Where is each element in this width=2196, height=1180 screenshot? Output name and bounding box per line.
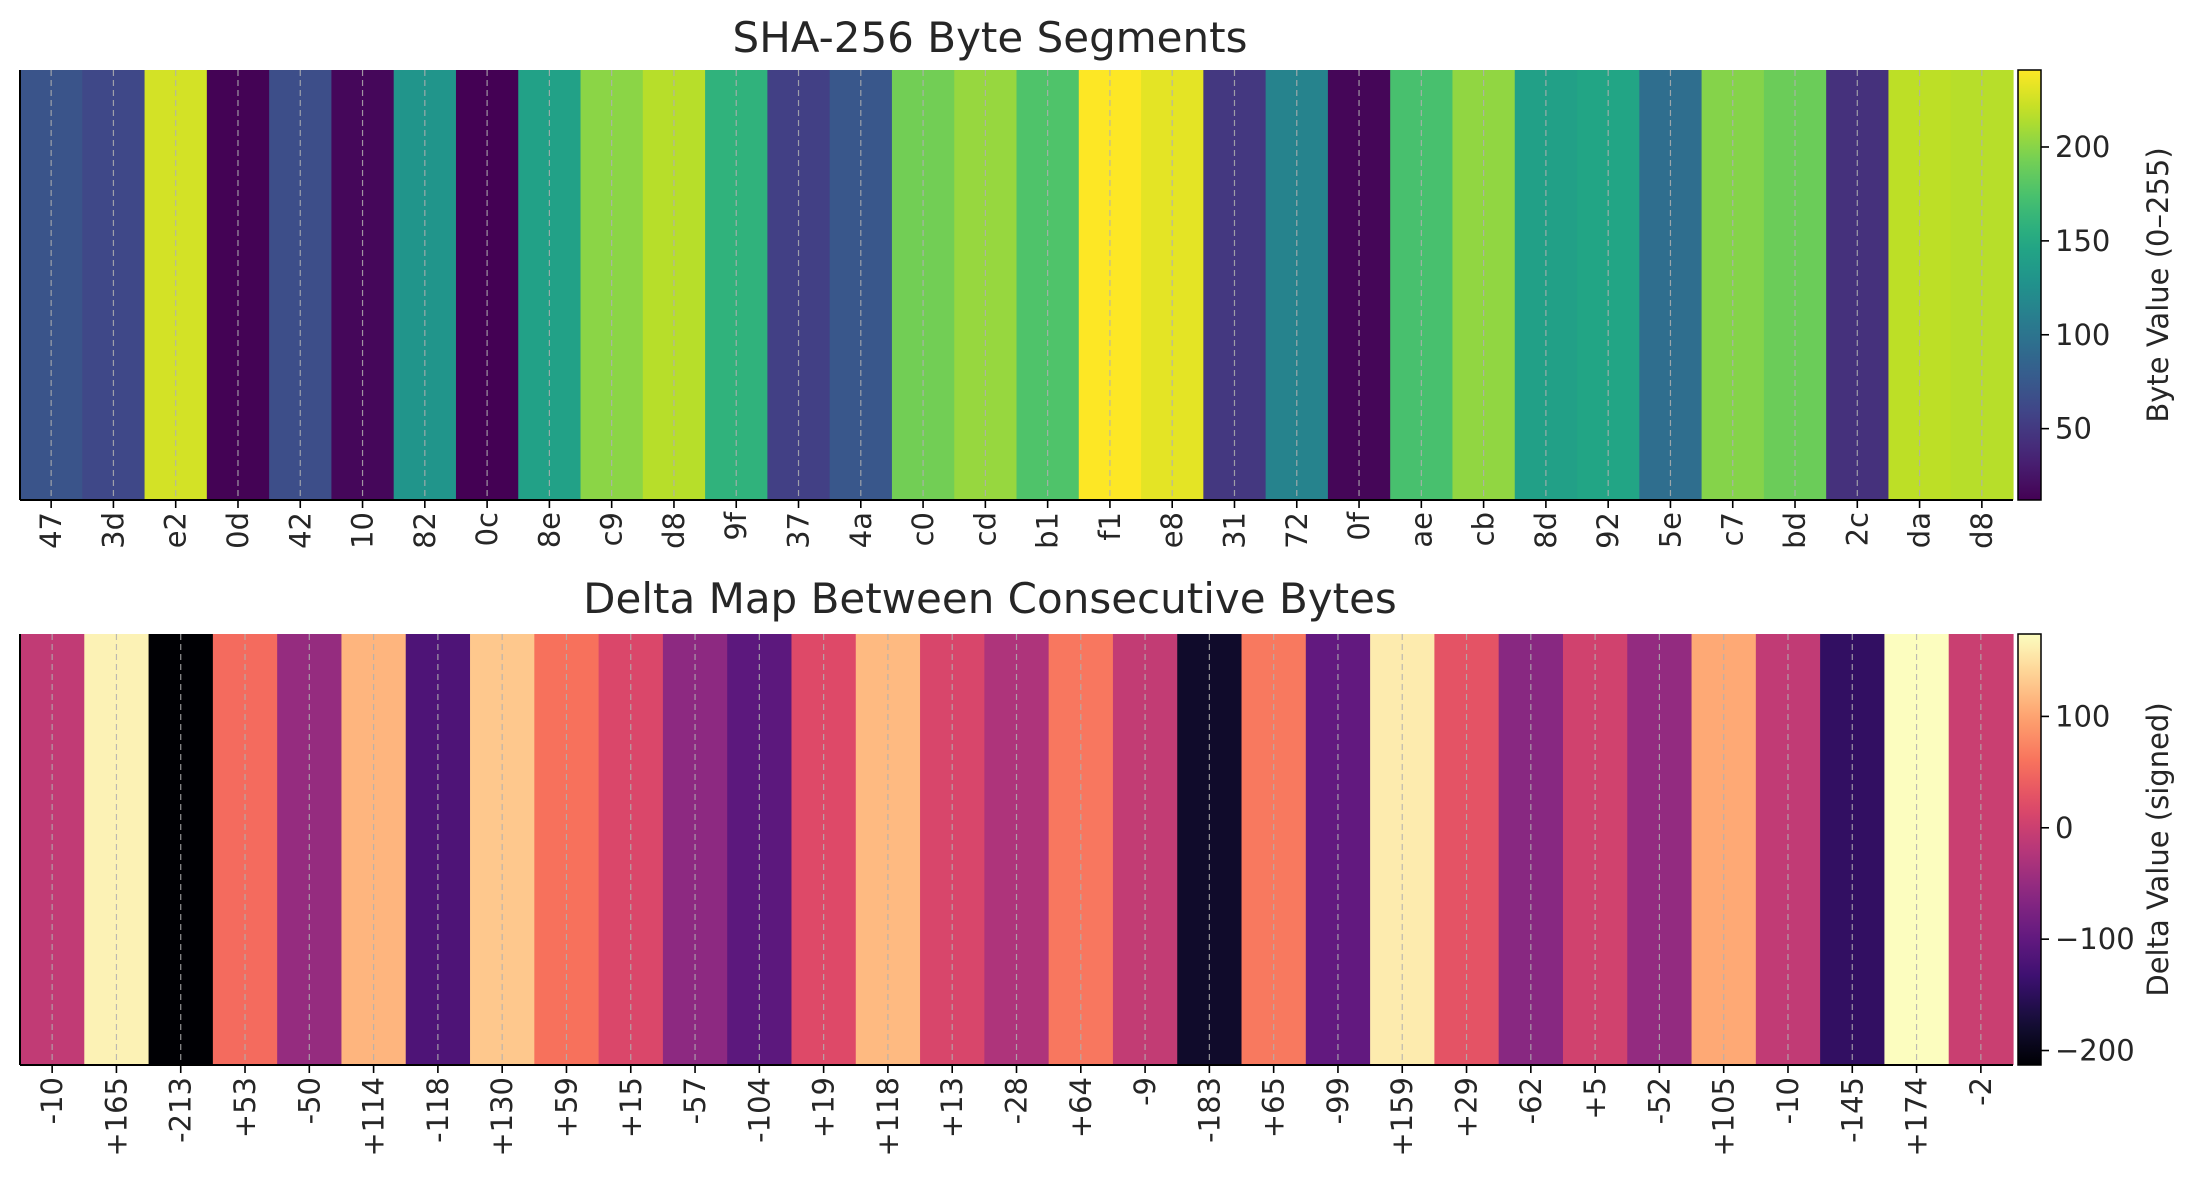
delta-colorbar: 100 0 −100 −200 Delta Value (signed) — [2017, 633, 2175, 1068]
x-tick-label: c0 — [906, 512, 940, 546]
x-tick-label: bd — [1778, 512, 1812, 549]
x-tick-label: 92 — [1591, 512, 1625, 549]
x-tick-label: 47 — [34, 512, 68, 549]
byte-colorbar: 50 100 150 200 Byte Value (0–255) — [2017, 69, 2175, 501]
x-tick-label: +15 — [614, 1077, 648, 1138]
x-tick-label: 8e — [532, 512, 566, 548]
x-tick-label: +59 — [549, 1077, 583, 1138]
x-tick-label: c7 — [1716, 512, 1750, 546]
byte-x-ticks: 47 3d e2 0d 42 10 82 0c 8e c9 d8 9f 37 4a c0 cd b1 f1 e8 31… — [34, 500, 1999, 549]
x-tick-label: 9f — [719, 511, 753, 540]
colorbar-gradient — [2017, 633, 2042, 1066]
colorbar-tick-label: −100 — [2055, 922, 2135, 956]
x-tick-label: ae — [1404, 512, 1438, 548]
x-tick-label: +118 — [871, 1077, 905, 1157]
x-tick-label: -10 — [35, 1077, 69, 1124]
x-tick-label: 0c — [470, 512, 504, 546]
x-tick-label: -9 — [1128, 1077, 1162, 1106]
x-tick-label: +53 — [228, 1077, 262, 1138]
x-tick-label: -52 — [1642, 1077, 1676, 1124]
x-tick-label: 10 — [346, 512, 380, 549]
x-tick-label: -57 — [678, 1077, 712, 1124]
x-tick-label: -104 — [742, 1077, 776, 1143]
delta-x-ticks: -10 +165 -213 +53 -50 +114 -118 +130 +59 +15 -57 -1… — [35, 1065, 1998, 1157]
x-tick-label: e8 — [1155, 512, 1189, 548]
x-tick-label: -10 — [1771, 1077, 1805, 1124]
x-tick-label: 37 — [782, 512, 816, 549]
x-tick-label: +114 — [357, 1077, 391, 1157]
colorbar-tick-label: 50 — [2055, 412, 2092, 446]
x-tick-label: -118 — [421, 1077, 455, 1143]
x-tick-label: 82 — [408, 512, 442, 549]
colorbar-tick-label: 150 — [2055, 224, 2110, 258]
x-tick-label: c9 — [595, 512, 629, 546]
byte-cells — [20, 70, 2014, 500]
colorbar-tick-label: 0 — [2055, 811, 2073, 845]
x-tick-label: -183 — [1192, 1077, 1226, 1143]
x-tick-label: da — [1903, 512, 1937, 548]
x-tick-label: 8d — [1529, 512, 1563, 549]
byte-grid — [19, 70, 2013, 501]
delta-map-title: Delta Map Between Consecutive Bytes — [583, 574, 1397, 623]
x-tick-label: +5 — [1578, 1077, 1612, 1120]
colorbar-gradient — [2017, 69, 2042, 501]
x-tick-label: +64 — [1064, 1077, 1098, 1138]
x-tick-label: +159 — [1385, 1077, 1419, 1157]
byte-segments-panel: SHA-256 Byte Segments 47 3d e2 0d 42 10 82 0c 8e… — [19, 13, 2175, 549]
x-tick-label: +105 — [1707, 1077, 1741, 1157]
delta-grid — [19, 634, 2013, 1066]
colorbar-label: Delta Value (signed) — [2141, 702, 2175, 996]
delta-map-panel: Delta Map Between Consecutive Bytes -10 +… — [19, 574, 2175, 1157]
x-tick-label: 5e — [1653, 512, 1687, 548]
x-tick-label: +19 — [807, 1077, 841, 1138]
x-tick-label: -62 — [1514, 1077, 1548, 1124]
x-tick-label: -145 — [1835, 1077, 1869, 1143]
x-tick-label: -50 — [292, 1077, 326, 1124]
x-tick-label: -213 — [164, 1077, 198, 1143]
x-tick-label: f1 — [1093, 512, 1127, 541]
x-tick-label: +29 — [1450, 1077, 1484, 1138]
x-tick-label: 42 — [283, 512, 317, 549]
x-tick-label: +130 — [485, 1077, 519, 1157]
x-tick-label: b1 — [1031, 512, 1065, 549]
x-tick-label: 4a — [844, 512, 878, 548]
byte-segments-title: SHA-256 Byte Segments — [733, 13, 1248, 62]
colorbar-label: Byte Value (0–255) — [2141, 147, 2175, 422]
colorbar-tick-label: 100 — [2055, 318, 2110, 352]
x-tick-label: cd — [968, 512, 1002, 546]
x-tick-label: 2c — [1840, 512, 1874, 546]
colorbar-tick-label: 100 — [2055, 699, 2110, 733]
x-tick-label: d8 — [1965, 512, 1999, 549]
x-tick-label: +174 — [1900, 1077, 1934, 1157]
colorbar-tick-label: 200 — [2055, 130, 2110, 164]
x-tick-label: 72 — [1280, 512, 1314, 549]
x-tick-label: +165 — [99, 1077, 133, 1157]
x-tick-label: e2 — [159, 512, 193, 548]
x-tick-label: -2 — [1964, 1077, 1998, 1106]
x-tick-label: 31 — [1217, 512, 1251, 549]
x-tick-label: 0d — [221, 512, 255, 549]
x-tick-label: -28 — [1000, 1077, 1034, 1124]
x-tick-label: -99 — [1321, 1077, 1355, 1124]
x-tick-label: +65 — [1257, 1077, 1291, 1138]
x-tick-label: 0f — [1342, 511, 1376, 540]
x-tick-label: cb — [1467, 512, 1501, 546]
x-tick-label: 3d — [96, 512, 130, 549]
x-tick-label: +13 — [935, 1077, 969, 1138]
x-tick-label: d8 — [657, 512, 691, 549]
colorbar-tick-label: −200 — [2055, 1034, 2135, 1068]
